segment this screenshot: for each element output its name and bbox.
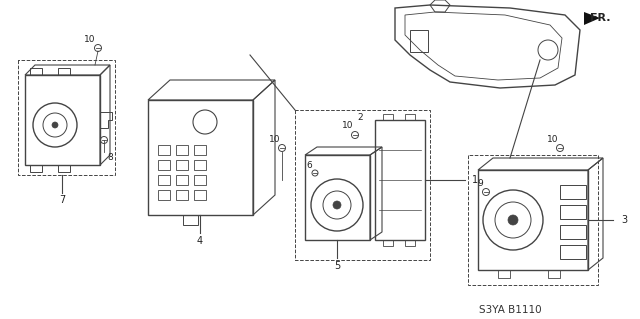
Bar [158,145,170,155]
Text: 9: 9 [477,179,483,188]
Bar [194,175,206,185]
Text: 4: 4 [197,236,203,246]
Text: 3: 3 [621,215,627,225]
Circle shape [508,215,518,225]
Bar [158,175,170,185]
Bar [158,160,170,170]
Bar [560,245,586,259]
Bar [194,190,206,200]
Bar [176,145,188,155]
Polygon shape [584,12,600,25]
Bar [176,190,188,200]
Text: 10: 10 [84,35,96,44]
Text: 10: 10 [547,136,559,145]
Bar [560,205,586,219]
Bar [158,190,170,200]
Bar [410,30,428,52]
Bar [560,225,586,239]
Bar [194,145,206,155]
Bar [560,185,586,199]
Text: 8: 8 [107,153,113,162]
Text: 7: 7 [59,195,65,205]
Circle shape [333,201,341,209]
Text: 6: 6 [306,160,312,169]
Text: FR.: FR. [590,13,611,23]
Text: 10: 10 [342,122,354,130]
Text: 1: 1 [472,175,478,185]
Bar [176,160,188,170]
Circle shape [52,122,58,128]
Text: 10: 10 [269,136,281,145]
Bar [194,160,206,170]
Bar [176,175,188,185]
Text: S3YA B1110: S3YA B1110 [479,305,541,315]
Text: 2: 2 [357,114,363,122]
Text: 5: 5 [334,261,340,271]
